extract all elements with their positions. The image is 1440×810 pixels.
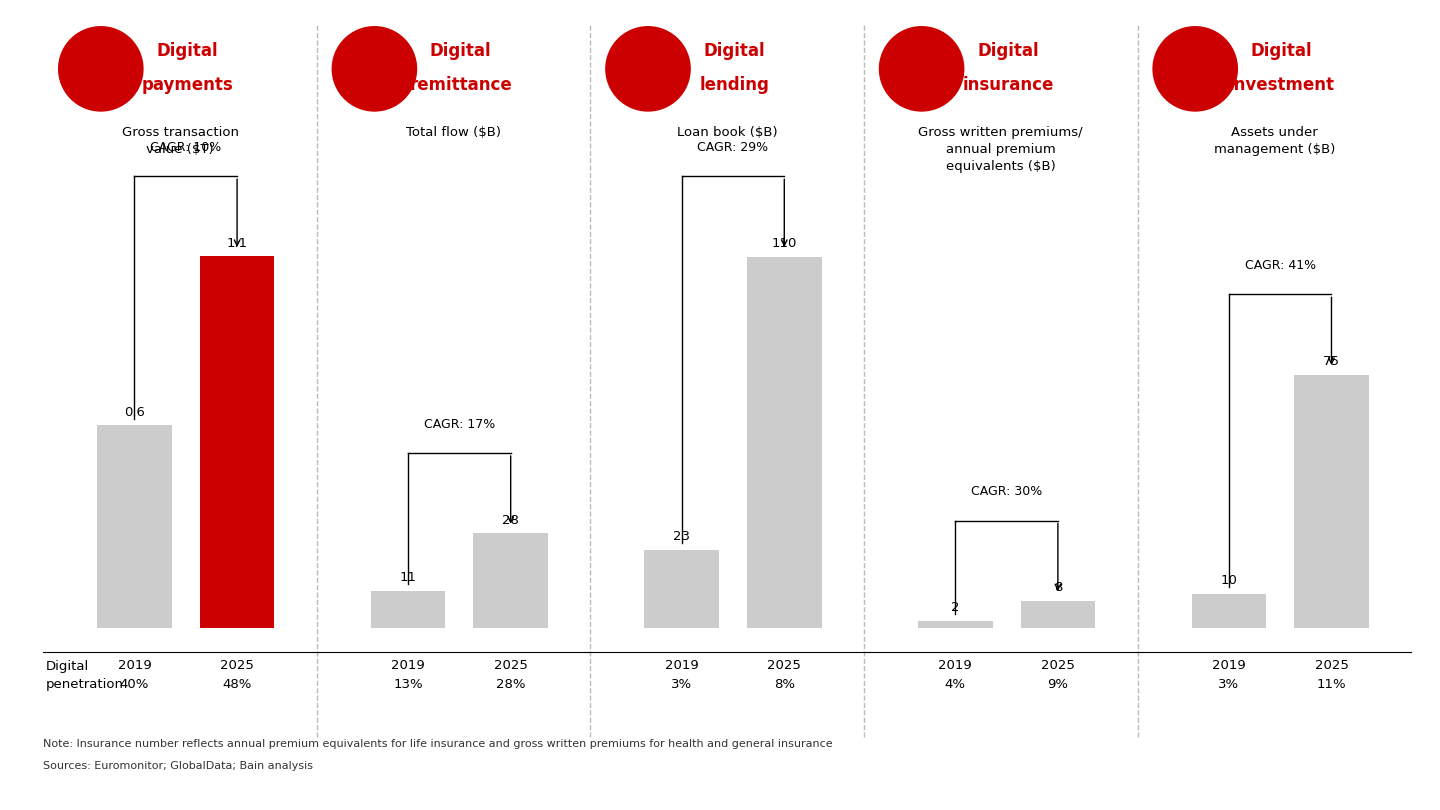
- Text: investment: investment: [1228, 76, 1335, 94]
- Text: 11: 11: [399, 571, 416, 584]
- Text: Digital: Digital: [46, 660, 89, 673]
- Text: 4%: 4%: [945, 678, 966, 691]
- Text: CAGR: 17%: CAGR: 17%: [423, 418, 495, 431]
- Bar: [96, 425, 171, 628]
- Text: 0.6: 0.6: [124, 406, 145, 419]
- Bar: [747, 257, 822, 628]
- Text: CAGR: 10%: CAGR: 10%: [150, 141, 222, 154]
- Text: 2019: 2019: [1212, 659, 1246, 672]
- Text: CAGR: 29%: CAGR: 29%: [697, 141, 769, 154]
- Text: 2025: 2025: [220, 659, 253, 672]
- Text: Gross transaction
value ($T): Gross transaction value ($T): [121, 126, 239, 156]
- Bar: [200, 257, 275, 628]
- Text: Gross written premiums/
annual premium
equivalents ($B): Gross written premiums/ annual premium e…: [919, 126, 1083, 173]
- Text: 110: 110: [772, 237, 796, 249]
- Text: 8%: 8%: [773, 678, 795, 691]
- Text: Digital: Digital: [431, 42, 491, 60]
- Text: 2025: 2025: [1041, 659, 1074, 672]
- Text: 1.1: 1.1: [226, 237, 248, 249]
- Text: Digital: Digital: [1251, 42, 1312, 60]
- Text: 40%: 40%: [120, 678, 150, 691]
- Text: lending: lending: [700, 76, 769, 94]
- Text: 48%: 48%: [222, 678, 252, 691]
- Text: payments: payments: [141, 76, 233, 94]
- Bar: [474, 533, 549, 628]
- Text: Sources: Euromonitor; GlobalData; Bain analysis: Sources: Euromonitor; GlobalData; Bain a…: [43, 761, 314, 771]
- Text: Loan book ($B): Loan book ($B): [677, 126, 778, 139]
- Text: 2019: 2019: [392, 659, 425, 672]
- Text: 2019: 2019: [939, 659, 972, 672]
- Text: CAGR: 30%: CAGR: 30%: [971, 485, 1043, 498]
- Text: 11%: 11%: [1316, 678, 1346, 691]
- Text: 28%: 28%: [495, 678, 526, 691]
- Text: 9%: 9%: [1047, 678, 1068, 691]
- Text: insurance: insurance: [962, 76, 1054, 94]
- Text: 2025: 2025: [1315, 659, 1348, 672]
- Bar: [370, 590, 445, 628]
- Text: penetration: penetration: [46, 678, 124, 691]
- Text: 2025: 2025: [494, 659, 527, 672]
- Text: 75: 75: [1323, 355, 1341, 368]
- Text: Note: Insurance number reflects annual premium equivalents for life insurance an: Note: Insurance number reflects annual p…: [43, 740, 832, 749]
- Text: 10: 10: [1221, 574, 1237, 587]
- Text: Digital: Digital: [978, 42, 1038, 60]
- Text: 28: 28: [503, 514, 518, 526]
- Text: 3%: 3%: [1218, 678, 1240, 691]
- Text: remittance: remittance: [409, 76, 513, 94]
- Bar: [1295, 374, 1369, 628]
- Bar: [644, 550, 719, 628]
- Text: CAGR: 41%: CAGR: 41%: [1244, 259, 1316, 272]
- Text: Digital: Digital: [157, 42, 217, 60]
- Bar: [917, 621, 992, 628]
- Text: 2019: 2019: [665, 659, 698, 672]
- Text: 13%: 13%: [393, 678, 423, 691]
- Text: 8: 8: [1054, 581, 1063, 594]
- Text: 2019: 2019: [118, 659, 151, 672]
- Text: 3%: 3%: [671, 678, 693, 691]
- Text: 2: 2: [950, 601, 959, 614]
- Text: 23: 23: [672, 531, 690, 544]
- Text: Assets under
management ($B): Assets under management ($B): [1214, 126, 1335, 156]
- Text: Digital: Digital: [704, 42, 765, 60]
- Bar: [1021, 601, 1096, 628]
- Text: Total flow ($B): Total flow ($B): [406, 126, 501, 139]
- Bar: [1191, 594, 1266, 628]
- Text: 2025: 2025: [768, 659, 801, 672]
